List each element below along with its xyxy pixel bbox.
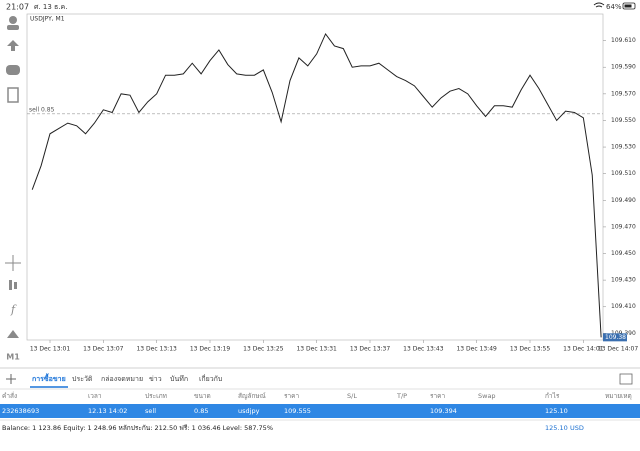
- column-header: ขนาด: [194, 392, 211, 400]
- column-header: หมายเหตุ: [605, 392, 632, 400]
- table-cell[interactable]: 125.10: [545, 407, 568, 415]
- column-header: กำไร: [545, 392, 560, 400]
- column-header: ราคา: [284, 392, 299, 400]
- left-toolbar: f M1: [5, 16, 21, 362]
- column-header: คำสั่ง: [2, 391, 17, 400]
- trade-icon[interactable]: [7, 40, 19, 51]
- tab[interactable]: ข่าว: [149, 375, 162, 383]
- tab[interactable]: การซื้อขาย: [32, 372, 66, 383]
- x-tick-label: 13 Dec 13:43: [403, 346, 444, 353]
- column-header: T/P: [396, 392, 407, 400]
- y-tick-label: 109.490: [611, 197, 636, 204]
- tab[interactable]: เกี่ยวกับ: [199, 374, 222, 383]
- account-currency: USD: [570, 424, 584, 432]
- candle-icon-2: [14, 282, 17, 289]
- timeframe-button[interactable]: M1: [6, 353, 20, 362]
- column-header: ประเภท: [145, 392, 167, 400]
- account-icon[interactable]: [9, 16, 17, 24]
- y-tick-label: 109.610: [611, 37, 636, 44]
- objects-icon[interactable]: [7, 330, 19, 338]
- column-header: เวลา: [88, 392, 102, 400]
- y-tick-label: 109.570: [611, 90, 636, 97]
- x-tick-label: 13 Dec 13:07: [83, 346, 124, 353]
- y-tick-label: 109.550: [611, 117, 636, 124]
- column-header: ราคา: [430, 392, 445, 400]
- table-cell[interactable]: 0.85: [194, 407, 208, 415]
- chat-icon[interactable]: [6, 65, 20, 75]
- last-price-box: [603, 333, 627, 342]
- x-tick-label: 13 Dec 13:19: [190, 346, 231, 353]
- x-tick-label: 13 Dec 13:25: [243, 346, 284, 353]
- table-cell[interactable]: sell: [145, 407, 156, 415]
- x-tick-label: 13 Dec 13:37: [350, 346, 391, 353]
- x-tick-label: 13 Dec 14:07: [598, 346, 639, 353]
- x-tick-label: 13 Dec 13:55: [510, 346, 551, 353]
- column-header: สัญลักษณ์: [238, 392, 266, 400]
- new-order-icon[interactable]: [7, 87, 19, 103]
- table-cell[interactable]: 232638693: [2, 407, 39, 415]
- column-header: S/L: [347, 392, 357, 400]
- add-button[interactable]: [6, 374, 16, 384]
- crosshair-icon[interactable]: [5, 255, 21, 271]
- sell-level-label: sell 0.85: [29, 106, 55, 113]
- chart-frame: [26, 13, 604, 341]
- selected-row-bg: [0, 404, 640, 418]
- y-tick-label: 109.590: [611, 64, 636, 71]
- y-tick-label: 109.510: [611, 170, 636, 177]
- column-header: Swap: [478, 392, 496, 400]
- status-date: ศ. 13 ธ.ค.: [34, 3, 67, 11]
- x-tick-label: 13 Dec 14:01: [563, 346, 604, 353]
- battery-icon: [622, 2, 636, 10]
- price-line: [31, 32, 602, 338]
- x-tick-label: 13 Dec 13:49: [456, 346, 497, 353]
- last-price-label: 109.387: [605, 334, 630, 341]
- tab[interactable]: บันทึก: [170, 374, 188, 383]
- status-time: 21:07: [6, 3, 29, 12]
- y-tick-label: 109.410: [611, 303, 636, 310]
- table-cell[interactable]: 109.555: [284, 407, 311, 415]
- account-profit: 125.10: [545, 424, 568, 432]
- tab[interactable]: กล่องจดหมาย: [101, 375, 143, 383]
- table-cell[interactable]: usdjpy: [238, 407, 260, 415]
- candle-icon[interactable]: [9, 280, 12, 290]
- tab[interactable]: ประวัติ: [72, 375, 93, 383]
- account-summary: Balance: 1 123.86 Equity: 1 248.96 หลักป…: [2, 424, 273, 432]
- table-cell[interactable]: 12.13 14:02: [88, 407, 127, 415]
- layout-button[interactable]: [619, 373, 633, 385]
- y-tick-label: 109.430: [611, 277, 636, 284]
- battery-level: [624, 4, 632, 8]
- x-tick-label: 13 Dec 13:01: [30, 346, 71, 353]
- x-tick-label: 13 Dec 13:13: [136, 346, 177, 353]
- table-cell[interactable]: 109.394: [430, 407, 457, 415]
- x-tick-label: 13 Dec 13:31: [296, 346, 337, 353]
- y-tick-label: 109.530: [611, 144, 636, 151]
- wifi-icon: [593, 2, 605, 8]
- y-tick-label: 109.470: [611, 223, 636, 230]
- y-tick-label: 109.450: [611, 250, 636, 257]
- chart-title: USDJPY, M1: [30, 16, 65, 23]
- indicator-icon[interactable]: f: [10, 303, 17, 316]
- status-battery: 64%: [606, 3, 622, 11]
- account-icon-base: [7, 25, 19, 30]
